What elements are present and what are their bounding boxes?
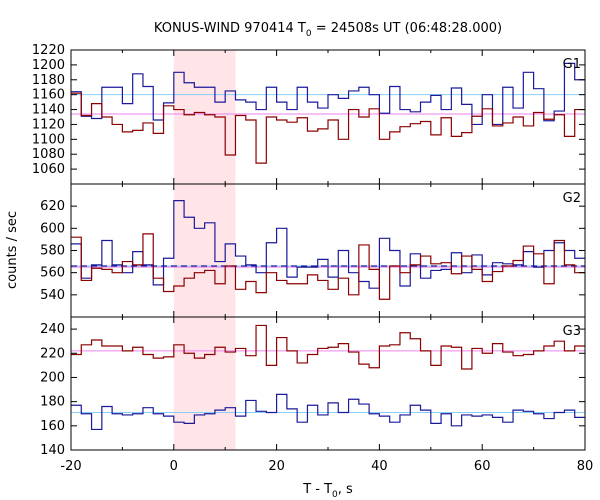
y-tick-label: 160: [40, 419, 65, 434]
y-tick-label: 1080: [32, 147, 65, 162]
y-tick-label: 620: [40, 199, 65, 214]
y-tick-label: 1120: [32, 117, 65, 132]
y-tick-label: 580: [40, 244, 65, 259]
y-tick-label: 540: [40, 288, 65, 303]
x-tick-label: 20: [268, 459, 285, 474]
series-blue-g3: [71, 393, 585, 431]
y-tick-label: 1200: [32, 58, 65, 73]
series-blue-g1: [71, 62, 585, 126]
x-tick-label: 0: [170, 459, 178, 474]
series-red-g3: [71, 324, 585, 370]
shaded-interval: [173, 184, 236, 317]
y-tick-label: 1140: [32, 103, 65, 118]
x-tick-label: 40: [371, 459, 388, 474]
y-tick-label: 560: [40, 266, 65, 281]
chart-title: KONUS-WIND 970414 T0 = 24508s UT (06:48:…: [154, 21, 502, 39]
x-tick-label: 80: [577, 459, 594, 474]
series-red-g2: [71, 233, 585, 300]
panel-frame: [70, 183, 586, 318]
shaded-interval: [173, 317, 236, 450]
panel-label: G1: [563, 57, 581, 72]
x-tick-label: 60: [474, 459, 491, 474]
panel-frame: [70, 49, 586, 185]
y-tick-label: 1100: [32, 132, 65, 147]
x-tick-label: -20: [60, 459, 81, 474]
y-tick-label: 600: [40, 221, 65, 236]
x-axis-label: T - T0, s: [302, 482, 353, 500]
series-blue-g2: [71, 200, 585, 289]
shaded-interval: [173, 50, 236, 184]
y-tick-label: 240: [40, 322, 65, 337]
panel-frame: [70, 316, 586, 451]
series-red-g1: [71, 92, 585, 164]
y-tick-label: 1180: [32, 73, 65, 88]
y-tick-label: 140: [40, 443, 65, 458]
panel-g3: 140 160 180 200 220 240 G3: [40, 316, 586, 458]
y-tick-label: 1160: [32, 88, 65, 103]
y-axis-label: counts / sec: [5, 211, 20, 289]
y-tick-label: 220: [40, 346, 65, 361]
y-tick-label: 200: [40, 370, 65, 385]
panel-label: G2: [563, 191, 581, 206]
panel-label: G3: [563, 324, 581, 339]
y-tick-label: 1220: [32, 43, 65, 58]
y-tick-label: 1060: [32, 162, 65, 177]
y-tick-label: 180: [40, 395, 65, 410]
panel-g2: 540 560 580 600 620 G2: [40, 183, 586, 318]
